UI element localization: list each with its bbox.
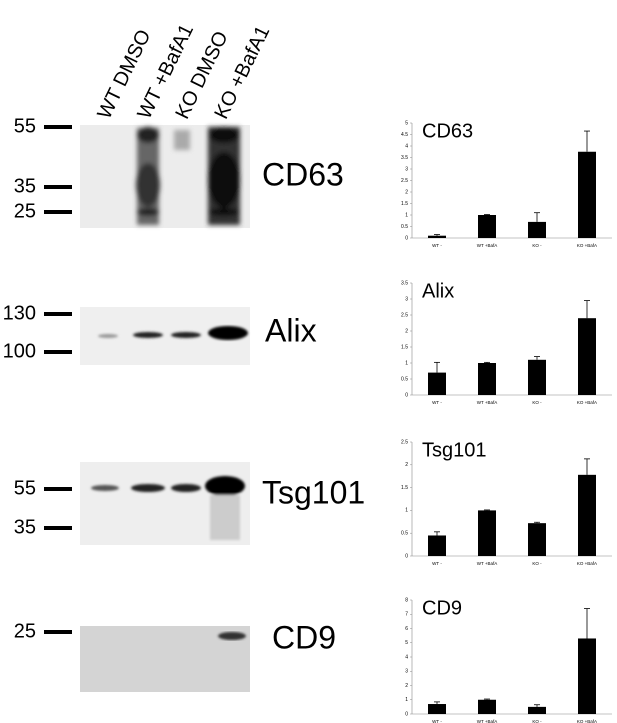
bar — [478, 699, 496, 714]
y-tick-label: 0.5 — [401, 376, 408, 382]
x-tick-label: KO - — [532, 400, 542, 405]
y-tick-label: 2.5 — [401, 178, 408, 184]
protein-label: CD9 — [272, 619, 336, 655]
x-tick-label: KO +BafA — [577, 561, 597, 566]
x-tick-label: WT - — [432, 400, 442, 405]
y-tick-label: 2.5 — [401, 312, 408, 318]
bar — [528, 359, 546, 395]
bar — [428, 535, 446, 556]
x-tick-label: WT - — [432, 243, 442, 248]
y-tick-label: 3.5 — [401, 155, 408, 161]
y-tick-label: 1 — [405, 360, 408, 366]
x-tick-label: WT - — [432, 561, 442, 566]
x-tick-label: WT - — [432, 719, 442, 723]
marker-label: 25 — [14, 620, 36, 642]
x-tick-label: WT +BafA — [477, 243, 498, 248]
y-tick-label: 3 — [405, 296, 408, 302]
x-tick-label: WT +BafA — [477, 719, 498, 723]
x-tick-label: KO - — [532, 719, 542, 723]
bar — [478, 215, 496, 238]
bar — [528, 706, 546, 714]
x-tick-label: WT +BafA — [477, 561, 498, 566]
marker-label: 35 — [14, 175, 36, 197]
y-tick-label: 3 — [405, 669, 408, 675]
bar — [478, 363, 496, 395]
bar — [578, 638, 596, 714]
chart-title: CD63 — [422, 120, 473, 142]
protein-label: CD63 — [262, 156, 344, 192]
y-tick-label: 4 — [405, 143, 408, 149]
y-tick-label: 0 — [405, 711, 408, 717]
y-tick-label: 7 — [405, 612, 408, 618]
bar — [578, 474, 596, 556]
bar — [478, 510, 496, 556]
bar — [428, 704, 446, 714]
y-tick-label: 5 — [405, 120, 408, 126]
blot-images — [80, 125, 250, 692]
y-tick-label: 1 — [405, 508, 408, 514]
marker-label: 25 — [14, 200, 36, 222]
y-tick-label: 0.5 — [401, 531, 408, 537]
protein-label: Tsg101 — [262, 474, 365, 510]
y-tick-label: 4 — [405, 654, 408, 660]
bar — [578, 318, 596, 395]
bar — [428, 372, 446, 395]
x-tick-label: WT +BafA — [477, 400, 498, 405]
protein-label: Alix — [265, 312, 317, 348]
marker-label: 35 — [14, 516, 36, 538]
y-tick-label: 8 — [405, 597, 408, 603]
marker-label: 55 — [14, 477, 36, 499]
y-tick-label: 0 — [405, 392, 408, 398]
bar — [428, 235, 446, 238]
y-tick-label: 2 — [405, 683, 408, 689]
y-tick-label: 1 — [405, 212, 408, 218]
y-tick-label: 2 — [405, 328, 408, 334]
chart-title: CD9 — [422, 597, 462, 619]
y-tick-label: 3.5 — [401, 280, 408, 286]
marker-label: 130 — [3, 302, 36, 324]
y-tick-label: 2 — [405, 189, 408, 195]
y-tick-label: 6 — [405, 626, 408, 632]
x-tick-label: KO +BafA — [577, 243, 597, 248]
y-tick-label: 1 — [405, 697, 408, 703]
y-tick-label: 4.5 — [401, 132, 408, 138]
marker-label: 100 — [3, 340, 36, 362]
y-tick-label: 0 — [405, 235, 408, 241]
y-tick-label: 3 — [405, 166, 408, 172]
bar — [578, 151, 596, 238]
bar — [528, 523, 546, 556]
chart-title: Tsg101 — [422, 439, 487, 461]
y-tick-label: 1.5 — [401, 344, 408, 350]
x-tick-label: KO +BafA — [577, 719, 597, 723]
y-tick-label: 0.5 — [401, 224, 408, 230]
chart-title: Alix — [422, 280, 454, 302]
x-tick-label: KO - — [532, 561, 542, 566]
bar — [528, 221, 546, 238]
y-tick-label: 5 — [405, 640, 408, 646]
y-tick-label: 2 — [405, 462, 408, 468]
x-tick-label: KO +BafA — [577, 400, 597, 405]
y-tick-label: 1.5 — [401, 485, 408, 491]
y-tick-label: 1.5 — [401, 201, 408, 207]
marker-label: 55 — [14, 115, 36, 137]
y-tick-label: 0 — [405, 553, 408, 559]
y-tick-label: 2.5 — [401, 439, 408, 445]
x-tick-label: KO - — [532, 243, 542, 248]
